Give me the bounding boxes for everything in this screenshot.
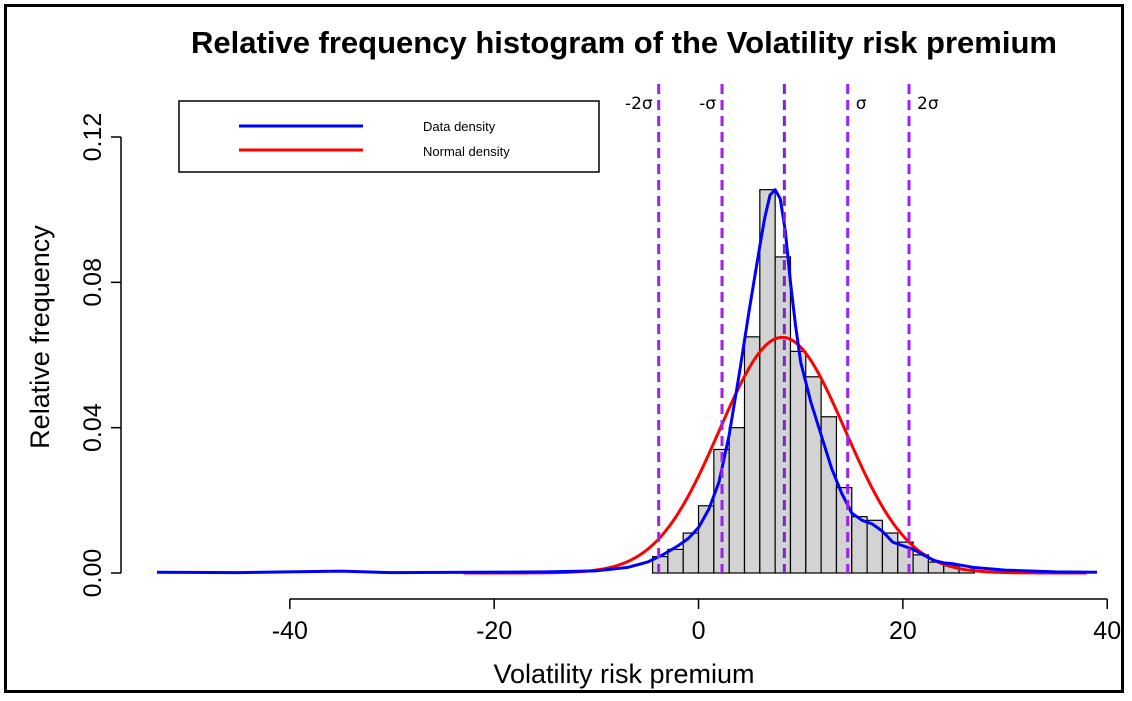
chart-frame: Relative frequency histogram of the Vola… (4, 4, 1124, 693)
histogram-chart: Relative frequency histogram of the Vola… (25, 25, 1121, 689)
histogram-bar (774, 256, 792, 574)
histogram-bar (667, 548, 684, 574)
x-tick-label: -20 (476, 617, 512, 645)
density-curves (156, 188, 1098, 575)
y-tick-label: 0.08 (79, 258, 107, 307)
chart-title: Relative frequency histogram of the Vola… (191, 25, 1057, 60)
legend-label-data-density: Data density (423, 119, 496, 134)
sigma-label: 2σ (917, 94, 939, 114)
data-density-curve (156, 188, 1098, 575)
y-tick-label: 0.04 (79, 403, 107, 452)
x-tick-label: 0 (692, 617, 706, 645)
histogram-bar (851, 516, 868, 574)
sigma-label: -σ (699, 94, 716, 114)
legend: Data density Normal density (178, 100, 600, 173)
x-tick-label: -40 (272, 617, 308, 645)
x-tick-label: 40 (1093, 617, 1121, 645)
histogram-bars (651, 189, 975, 574)
y-axis-label: Relative frequency (25, 225, 55, 449)
y-tick-label: 0.12 (79, 113, 107, 162)
histogram-bar (759, 189, 776, 574)
histogram-bar (728, 427, 746, 574)
sigma-label: σ (856, 94, 867, 114)
sigma-label: -2σ (625, 94, 653, 114)
histogram-bar (789, 350, 807, 574)
legend-label-normal-density: Normal density (423, 144, 510, 159)
sigma-reference-lines: -2σ -σ σ 2σ (625, 84, 939, 575)
legend-box (178, 100, 600, 173)
x-axis-label: Volatility risk premium (493, 659, 754, 689)
y-tick-label: 0.00 (79, 549, 107, 598)
axes: -40 -20 0 20 40 0.00 0.04 0.08 0.12 (79, 113, 1121, 645)
x-tick-label: 20 (889, 617, 917, 645)
